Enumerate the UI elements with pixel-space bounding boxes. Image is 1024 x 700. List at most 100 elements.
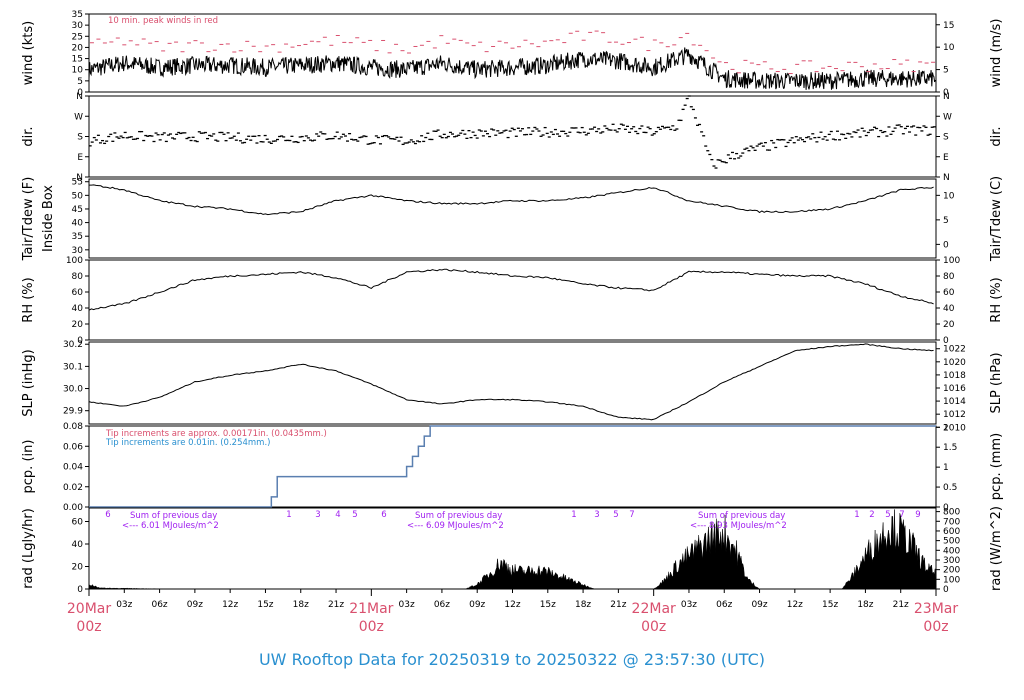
temp-panel-frame xyxy=(88,178,937,259)
pcp-ytick-right-label: 0.5 xyxy=(943,483,957,493)
x-day-time: 00z xyxy=(641,619,666,635)
temp-ytick-label: 55 xyxy=(72,178,83,188)
pcp-ytick-label: 0.08 xyxy=(63,422,83,432)
rad-ytick-right-label: 500 xyxy=(943,537,960,547)
wind-ytick-label: 0 xyxy=(77,88,83,98)
pcp-annotation-1: Tip increments are approx. 0.00171in. (0… xyxy=(105,429,327,439)
rad-hour-mark: 6 xyxy=(381,510,386,520)
dir-ytick-right-label: W xyxy=(943,112,952,122)
rad-ytick-label: 60 xyxy=(72,518,84,528)
dir-ytick-right-label: N xyxy=(943,92,950,102)
x-tick-label: 18z xyxy=(293,600,309,610)
dir-ytick-right-label: E xyxy=(943,153,949,163)
x-day-label: 21Mar xyxy=(349,601,393,617)
slp-ytick-right-label: 1018 xyxy=(943,371,966,381)
pcp-line xyxy=(89,425,936,508)
x-tick-label: 06z xyxy=(434,600,450,610)
x-tick-label: 03z xyxy=(116,600,132,610)
rh-line xyxy=(88,268,934,311)
slp-ytick-right-label: 1014 xyxy=(943,397,966,407)
wind-ylabel: wind (kts) xyxy=(21,21,36,85)
slp-ylabel: SLP (inHg) xyxy=(21,349,36,417)
rad-ytick-right-label: 400 xyxy=(943,546,960,556)
slp-ytick-right-label: 1016 xyxy=(943,384,966,394)
x-tick-label: 18z xyxy=(857,600,873,610)
rad-hour-mark: 1 xyxy=(854,510,859,520)
wind-ytick-label: 10 xyxy=(72,66,84,76)
rad-ytick-label: 20 xyxy=(72,563,84,573)
rh-ytick-label: 80 xyxy=(72,272,84,282)
wind-ytick-label: 20 xyxy=(72,43,84,53)
rad-energy-label: <--- 6.01 MJoules/m^2 xyxy=(122,521,219,531)
rad-sum-label: Sum of previous day xyxy=(130,511,217,521)
wind-ytick-label: 15 xyxy=(72,55,83,65)
rad-ytick-right-label: 800 xyxy=(943,508,960,518)
temp-ylabel: Tair/Tdew (F) xyxy=(21,177,36,262)
wind-ytick-label: 30 xyxy=(72,21,84,31)
rad-ytick-label: 0 xyxy=(77,585,83,595)
slp-ytick-right-label: 1010 xyxy=(943,423,966,433)
x-tick-label: 21z xyxy=(610,600,626,610)
slp-ytick-right-label: 1020 xyxy=(943,358,966,368)
rad-ytick-label: 40 xyxy=(72,540,84,550)
x-day-time: 00z xyxy=(923,619,948,635)
pcp-annotation-2: Tip increments are 0.01in. (0.254mm.) xyxy=(105,438,270,448)
pcp-ytick-right-label: 1.5 xyxy=(943,443,957,453)
x-tick-label: 03z xyxy=(399,600,415,610)
x-tick-label: 15z xyxy=(822,600,838,610)
temp-ylabel-2: Inside Box xyxy=(41,185,56,252)
pcp-ylabel-right: pcp. (mm) xyxy=(989,433,1004,500)
dir-ytick-label: N xyxy=(76,92,83,102)
rh-ytick-right-label: 60 xyxy=(943,288,955,298)
x-tick-label: 06z xyxy=(716,600,732,610)
dir-ytick-label: W xyxy=(74,112,83,122)
temp-ytick-label: 50 xyxy=(72,191,84,201)
wind-ylabel-right: wind (m/s) xyxy=(989,19,1004,88)
rh-ytick-label: 60 xyxy=(72,288,84,298)
rad-energy-label: <--- 6.09 MJoules/m^2 xyxy=(407,521,504,531)
slp-ytick-right-label: 1012 xyxy=(943,410,966,420)
x-tick-label: 03z xyxy=(681,600,697,610)
rad-ytick-right-label: 300 xyxy=(943,556,960,566)
rh-ytick-label: 40 xyxy=(72,304,84,314)
rh-ylabel: RH (%) xyxy=(21,277,36,322)
chart-title: UW Rooftop Data for 20250319 to 20250322… xyxy=(259,650,765,669)
rad-ytick-right-label: 700 xyxy=(943,517,960,527)
dir-ylabel: dir. xyxy=(21,126,36,146)
pcp-ytick-label: 0.06 xyxy=(63,442,83,452)
temp-ytick-label: 40 xyxy=(72,219,84,229)
rad-hour-mark: 5 xyxy=(613,510,618,520)
pcp-ytick-right-label: 2 xyxy=(943,423,949,433)
x-day-time: 00z xyxy=(76,619,101,635)
x-day-label: 23Mar xyxy=(914,601,958,617)
slp-ylabel-right: SLP (hPa) xyxy=(989,352,1004,413)
rad-hour-mark: 3 xyxy=(315,510,320,520)
rad-hour-mark: 1 xyxy=(571,510,576,520)
temp-ytick-label: 30 xyxy=(72,246,84,256)
pcp-ytick-label: 0.00 xyxy=(63,503,83,513)
rh-ytick-label: 20 xyxy=(72,320,84,330)
temp-line xyxy=(89,184,934,216)
dir-ylabel-right: dir. xyxy=(989,126,1004,146)
slp-line xyxy=(88,343,934,421)
x-tick-label: 15z xyxy=(540,600,556,610)
slp-ytick-label: 30.1 xyxy=(63,362,83,372)
wind-speed-line xyxy=(88,47,936,90)
dir-ytick-right-label: N xyxy=(943,173,950,183)
x-tick-label: 12z xyxy=(787,600,803,610)
rh-ytick-right-label: 40 xyxy=(943,304,955,314)
pcp-ytick-label: 0.02 xyxy=(63,483,83,493)
rad-hour-mark: 3 xyxy=(594,510,599,520)
rh-ytick-right-label: 0 xyxy=(943,336,949,346)
x-day-label: 20Mar xyxy=(67,601,111,617)
rad-ytick-right-label: 100 xyxy=(943,575,960,585)
rad-area xyxy=(88,509,937,590)
rad-hour-mark: 7 xyxy=(629,510,634,520)
rad-hour-mark: 5 xyxy=(352,510,357,520)
rad-hour-mark: 4 xyxy=(335,510,340,520)
rad-hour-mark: 9 xyxy=(915,510,920,520)
rad-hour-mark: 7 xyxy=(899,510,904,520)
rh-ytick-right-label: 80 xyxy=(943,272,955,282)
slp-panel-frame xyxy=(88,341,937,425)
wind-ytick-label: 25 xyxy=(72,32,83,42)
